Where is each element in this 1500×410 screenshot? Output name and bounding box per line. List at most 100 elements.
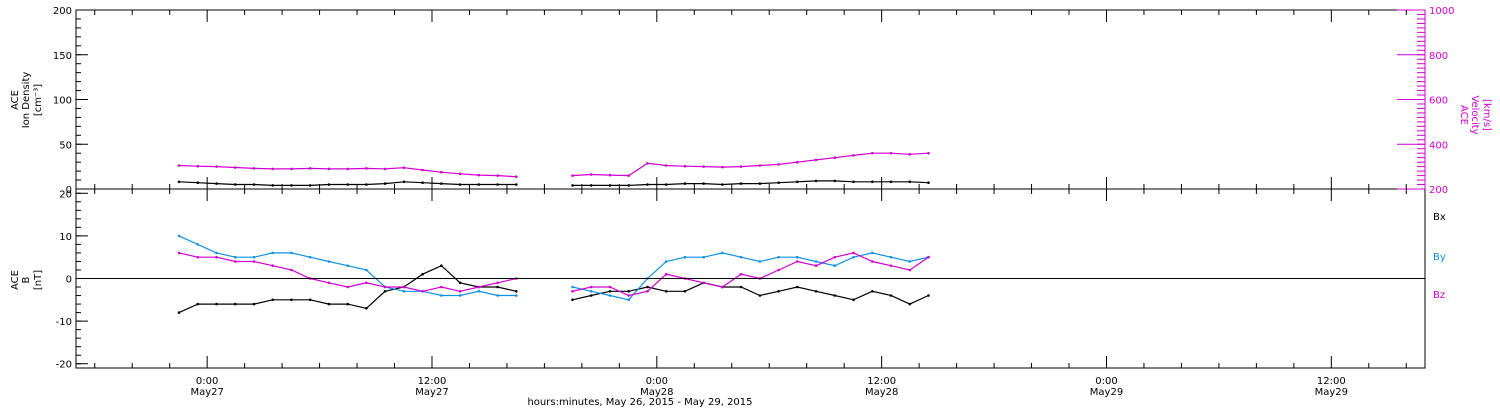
bx-point-12 bbox=[383, 290, 387, 293]
left-tick-label-p1-150: 150 bbox=[53, 51, 72, 62]
x-tick-label-4: 12:00 bbox=[867, 376, 896, 387]
bz-point-25 bbox=[627, 294, 630, 297]
by-point-2 bbox=[196, 243, 200, 246]
right-tick-label-600: 600 bbox=[1429, 96, 1448, 107]
right-tick-label-400: 400 bbox=[1429, 140, 1448, 151]
panel1-series1-point-38 bbox=[871, 180, 874, 184]
bottom-left-axis-label-1: ACE bbox=[10, 270, 21, 290]
bx-point-7 bbox=[290, 298, 293, 302]
panel1-series1-point-1 bbox=[177, 180, 181, 184]
panel1-series2-point-30 bbox=[721, 165, 724, 169]
by-point-8 bbox=[308, 255, 312, 259]
bx-point-26 bbox=[646, 285, 649, 289]
panel1-series2-point-36 bbox=[833, 156, 837, 159]
bx-point-28 bbox=[683, 290, 687, 293]
bz-point-9 bbox=[327, 281, 331, 285]
bz-point-41 bbox=[927, 255, 930, 259]
by-point-33 bbox=[777, 255, 780, 259]
panel1-series1-point-11 bbox=[365, 183, 368, 186]
panel1-series1-point-28 bbox=[683, 182, 687, 185]
bx-point-4 bbox=[234, 302, 237, 306]
bx-point-9 bbox=[327, 302, 331, 306]
panel1-series2-point-23 bbox=[589, 173, 593, 176]
bz-point-35 bbox=[814, 264, 818, 268]
bx-point-40 bbox=[908, 302, 912, 306]
x-tick-date-1: May27 bbox=[190, 387, 223, 398]
bx-point-22 bbox=[571, 298, 574, 302]
panel1-series1-point-31 bbox=[739, 182, 743, 185]
bx-point-33 bbox=[777, 290, 780, 293]
bz-point-26 bbox=[646, 290, 649, 293]
panel1-series1-point-40 bbox=[908, 180, 912, 184]
bz-point-1 bbox=[177, 251, 181, 255]
bz-point-31 bbox=[739, 272, 743, 276]
bx-point-2 bbox=[196, 302, 200, 306]
bz-point-6 bbox=[271, 264, 275, 268]
bz-point-18 bbox=[496, 281, 499, 285]
panel1-series1-point-8 bbox=[308, 184, 312, 187]
panel1-series2-point-22 bbox=[571, 174, 574, 177]
by-line-2 bbox=[572, 252, 929, 301]
by-point-29 bbox=[702, 255, 705, 259]
bz-point-7 bbox=[290, 268, 293, 272]
top-right-axis-label-2: Velocity bbox=[1469, 95, 1480, 134]
by-point-5 bbox=[252, 255, 256, 259]
panel1-series2-point-3 bbox=[215, 165, 218, 168]
x-tick-label-3: 0:00 bbox=[646, 376, 668, 387]
panel1-series1-point-14 bbox=[421, 181, 424, 184]
bz-point-22 bbox=[571, 290, 574, 293]
bz-point-3 bbox=[215, 255, 218, 259]
left-tick-label-p2-0: 0 bbox=[66, 275, 72, 286]
x-tick-label-6: 12:00 bbox=[1317, 376, 1346, 387]
panel1-series2-point-17 bbox=[477, 173, 481, 177]
bz-point-40 bbox=[908, 268, 912, 272]
left-tick-label-p1-0: 0 bbox=[66, 185, 72, 196]
legend-by: By bbox=[1433, 252, 1446, 263]
panel1-series1-point-9 bbox=[327, 183, 331, 186]
panel1-series1-point-23 bbox=[589, 184, 593, 187]
bx-point-5 bbox=[252, 302, 256, 306]
bz-line-2 bbox=[572, 252, 929, 297]
panel1-series1-point-22 bbox=[571, 184, 574, 187]
bz-point-29 bbox=[702, 281, 705, 285]
by-point-3 bbox=[215, 251, 218, 255]
panel1-series2-point-24 bbox=[608, 173, 612, 177]
bx-point-38 bbox=[871, 290, 874, 293]
bx-point-14 bbox=[421, 272, 424, 276]
panel1-series2-point-39 bbox=[889, 151, 893, 155]
panel1-series2-point-9 bbox=[327, 167, 331, 171]
by-point-9 bbox=[327, 260, 331, 263]
bz-point-12 bbox=[383, 285, 387, 289]
bx-point-27 bbox=[664, 290, 668, 293]
panel1-series2-point-11 bbox=[365, 167, 368, 170]
panel1-series1-point-7 bbox=[290, 184, 293, 187]
panel1-series1-point-30 bbox=[721, 183, 724, 186]
bx-point-23 bbox=[589, 294, 593, 297]
bz-point-33 bbox=[777, 268, 780, 272]
by-point-31 bbox=[739, 255, 743, 259]
panel1-series1-point-27 bbox=[664, 183, 668, 186]
panel1-series2-point-38 bbox=[871, 151, 874, 155]
panel1-series1-point-4 bbox=[234, 183, 237, 186]
x-axis-title: hours:minutes, May 26, 2015 - May 29, 20… bbox=[527, 397, 752, 408]
top-right-axis-label-3: [km/s] bbox=[1481, 99, 1492, 131]
panel1-series2-point-4 bbox=[234, 166, 237, 169]
panel1-series2-point-35 bbox=[814, 158, 818, 162]
bx-point-36 bbox=[833, 294, 837, 297]
panel1-series1-point-24 bbox=[608, 184, 612, 187]
panel1-series2-point-41 bbox=[927, 151, 930, 155]
panel1-series1-point-37 bbox=[852, 180, 855, 184]
panel1-series2-point-25 bbox=[627, 174, 630, 177]
bz-point-39 bbox=[889, 264, 893, 268]
top-left-axis-label-3: [cm⁻³] bbox=[33, 84, 44, 116]
panel1-series2-point-26 bbox=[646, 162, 649, 165]
top-left-axis-label-2: Ion Density bbox=[21, 72, 32, 129]
x-tick-label-2: 12:00 bbox=[418, 376, 447, 387]
bz-point-5 bbox=[252, 260, 256, 263]
bz-point-34 bbox=[796, 260, 799, 263]
panel1-series1-point-29 bbox=[702, 182, 705, 185]
by-point-35 bbox=[814, 260, 818, 263]
bz-point-14 bbox=[421, 290, 424, 293]
bx-line-2 bbox=[572, 282, 929, 305]
bz-point-36 bbox=[833, 255, 837, 259]
